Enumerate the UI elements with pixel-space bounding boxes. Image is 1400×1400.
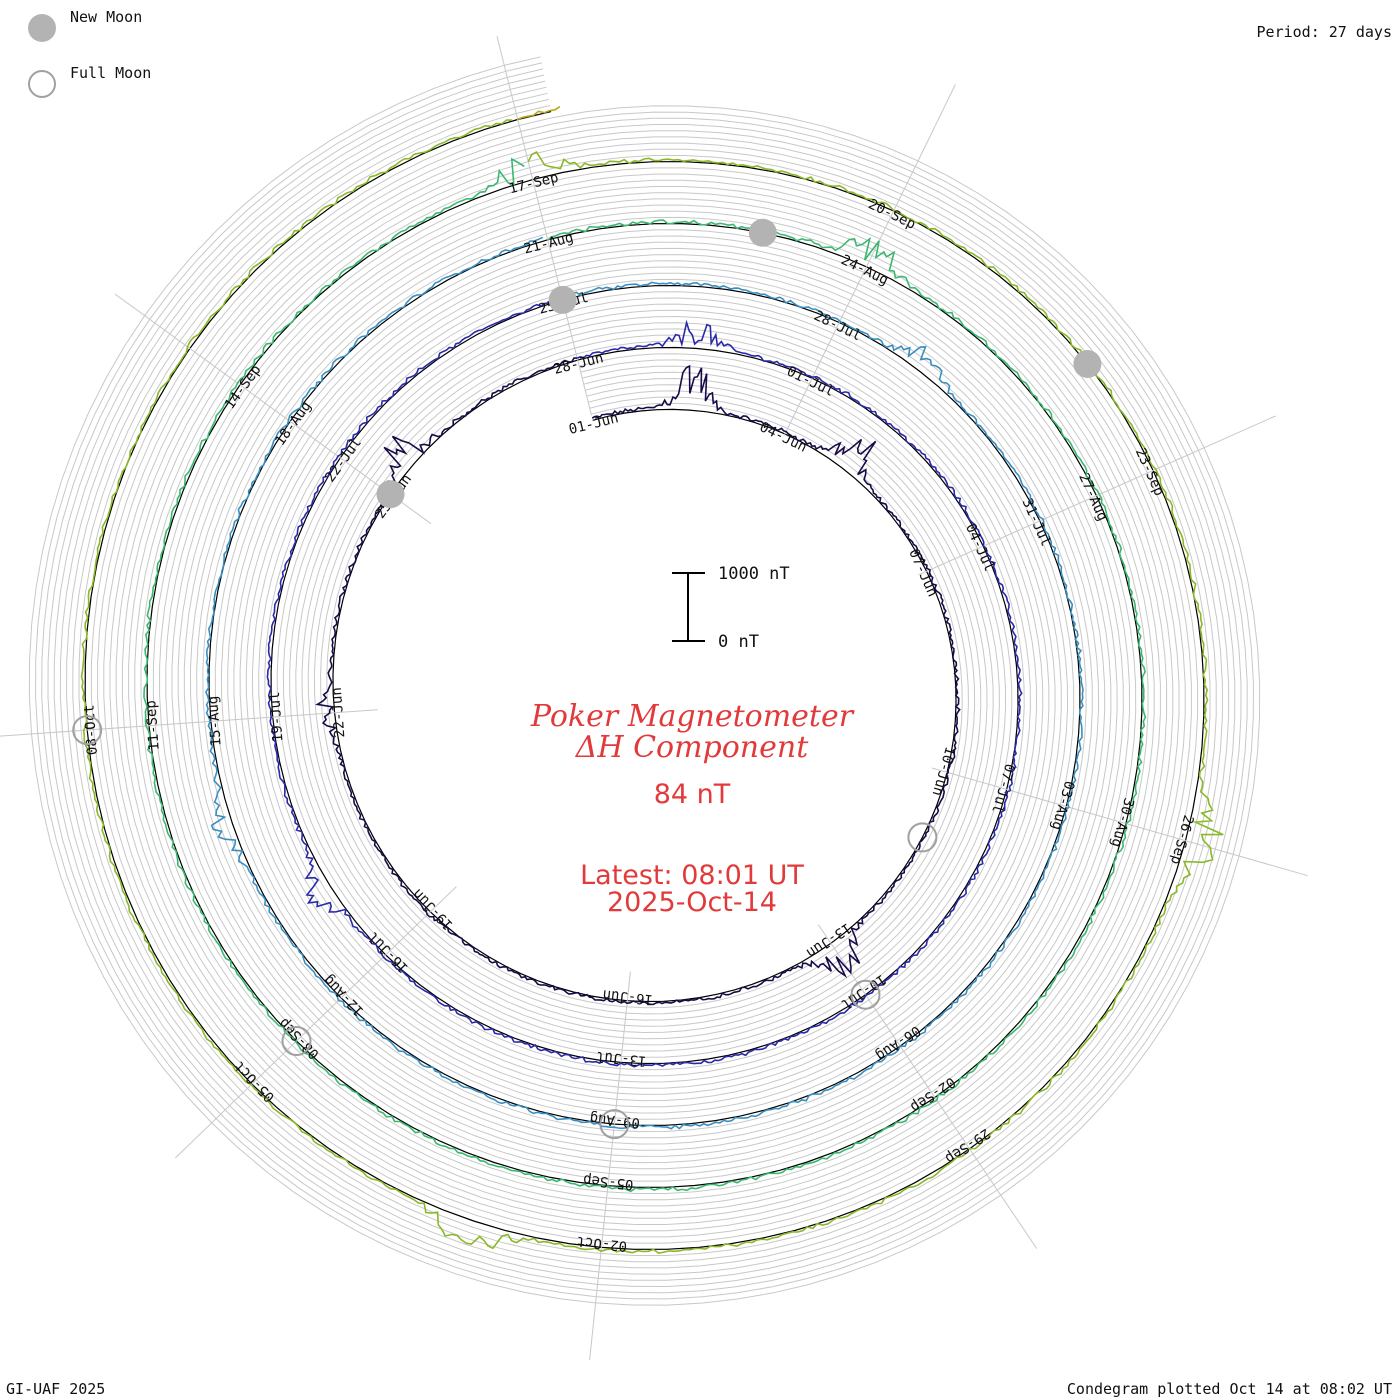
legend-full-moon: Full Moon [28, 64, 151, 98]
date-label-05-Oct: 05-Oct [231, 1058, 278, 1105]
trace-cycle-6 [517, 105, 561, 120]
date-label-19-Jul: 19-Jul [267, 691, 286, 743]
date-label-05-Sep: 05-Sep [582, 1171, 634, 1192]
new-moon-icon [28, 14, 56, 42]
full-moon-marker [72, 715, 103, 746]
date-label-11-Sep: 11-Sep [143, 700, 162, 752]
trace-cycle-1 [315, 357, 961, 1006]
full-moon-icon [28, 70, 56, 98]
radial-spoke [918, 415, 1276, 576]
date-label-31-Jul: 31-Jul [1019, 496, 1054, 549]
radial-spoke [496, 36, 592, 416]
moon-layer [72, 218, 1102, 1140]
date-label-19-Jun: 19-Jun [410, 885, 457, 932]
full-moon-marker [907, 822, 938, 853]
date-label-12-Aug: 12-Aug [321, 971, 368, 1018]
trace-cycle-3 [205, 236, 1084, 1130]
date-label-04-Jun: 04-Jun [757, 419, 809, 456]
date-label-04-Jul: 04-Jul [962, 521, 997, 574]
date-label-01-Jun: 01-Jun [567, 410, 620, 438]
new-moon-marker [1073, 350, 1102, 378]
radial-spoke [931, 767, 1308, 877]
scale-bar: 1000 nT 0 nT [672, 564, 790, 652]
date-label-13-Jul: 13-Jul [595, 1048, 647, 1069]
date-label-20-Sep: 20-Sep [866, 196, 918, 233]
full-moon-marker [599, 1109, 630, 1140]
chart-subtitle: ΔH Component [575, 730, 809, 765]
grid-spiral [53, 80, 1236, 1281]
date-label-17-Sep: 17-Sep [507, 170, 560, 198]
latest-time: Latest: 08:01 UT [580, 860, 804, 891]
date-label-28-Jun: 28-Jun [552, 350, 605, 378]
plotted-note: Condegram plotted Oct 14 at 08:02 UT [1066, 1380, 1392, 1398]
date-label-07-Jun: 07-Jun [905, 547, 940, 600]
scale-top-label: 1000 nT [718, 564, 790, 584]
grid-spiral [72, 98, 1217, 1263]
new-moon-marker [748, 218, 777, 247]
radial-spoke [0, 709, 378, 737]
new-moon-marker [376, 480, 405, 509]
date-label-22-Jun: 22-Jun [329, 687, 348, 739]
radial-spoke [114, 293, 432, 525]
current-value: 84 nT [654, 779, 731, 810]
radial-spoke [589, 971, 631, 1361]
grid-spiral [59, 86, 1230, 1275]
trace-layer [80, 105, 1224, 1254]
trace-cycle-5 [80, 119, 1224, 1254]
baseline-spiral [84, 111, 1205, 1250]
date-label-02-Oct: 02-Oct [576, 1233, 628, 1254]
latest-date: 2025-Oct-14 [607, 887, 777, 918]
grid-spiral [28, 56, 1261, 1306]
grid-spiral [47, 74, 1242, 1288]
grid-spiral [35, 62, 1254, 1300]
legend-new-moon-label: New Moon [70, 8, 143, 26]
full-moon-marker [281, 1026, 312, 1056]
trace-cycle-4 [143, 157, 1147, 1193]
grid-spiral [41, 68, 1248, 1294]
scale-bottom-label: 0 nT [718, 632, 759, 652]
date-label-21-Aug: 21-Aug [522, 230, 575, 258]
radial-spoke [174, 886, 457, 1159]
date-label-28-Jul: 28-Jul [811, 308, 863, 345]
date-label-16-Jun: 16-Jun [602, 986, 654, 1007]
date-label-01-Jul: 01-Jul [784, 364, 836, 401]
trace-cycle-2 [266, 296, 1023, 1068]
new-moon-marker [548, 285, 577, 314]
chart-title: Poker Magnetometer [530, 699, 855, 734]
credit-label: GI-UAF 2025 [6, 1380, 106, 1398]
grid-spiral [66, 92, 1223, 1269]
legend-full-moon-label: Full Moon [70, 64, 152, 82]
period-label: Period: 27 days [1256, 23, 1392, 41]
radial-spoke [817, 924, 1038, 1249]
date-label-15-Aug: 15-Aug [205, 695, 224, 747]
date-label-16-Jul: 16-Jul [365, 928, 412, 975]
date-label-23-Sep: 23-Sep [1132, 446, 1167, 499]
grid-spiral [78, 105, 1211, 1256]
date-label-27-Aug: 27-Aug [1075, 471, 1110, 524]
full-moon-marker [850, 979, 881, 1010]
grid-layer [0, 36, 1308, 1361]
legend-new-moon: New Moon [28, 8, 142, 42]
